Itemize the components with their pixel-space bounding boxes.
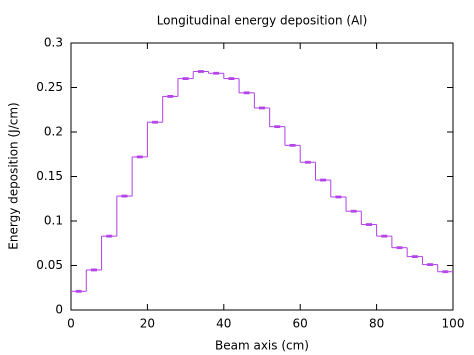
y-tick-label: 0.05: [36, 258, 63, 272]
chart-title: Longitudinal energy deposition (Al): [157, 14, 368, 28]
x-tick-label: 20: [140, 317, 155, 331]
y-axis-label: Energy deposition (J/cm): [7, 102, 21, 249]
x-tick-label: 80: [369, 317, 384, 331]
y-tick-label: 0.25: [36, 80, 63, 94]
x-axis-label: Beam axis (cm): [215, 339, 309, 353]
y-tick-label: 0.1: [44, 214, 63, 228]
y-tick-label: 0.2: [44, 125, 63, 139]
plot-frame: [70, 42, 454, 311]
x-tick-label: 40: [216, 317, 231, 331]
y-tick-label: 0.15: [36, 169, 63, 183]
y-tick-label: 0: [55, 303, 63, 317]
y-tick-label: 0.3: [44, 36, 63, 50]
x-tick-label: 60: [293, 317, 308, 331]
x-tick-label: 100: [442, 317, 465, 331]
x-tick-label: 0: [67, 317, 75, 331]
